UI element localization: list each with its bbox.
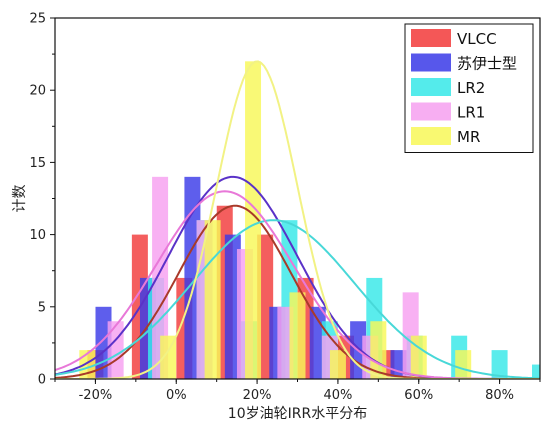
bar-3-1 [152,176,169,379]
x-axis-title: 10岁油轮IRR水平分布 [228,406,367,422]
fit-curve-4 [55,60,540,379]
legend: VLCC 苏伊士型 LR2 LR1 MR [404,23,534,153]
y-tick-label: 25 [29,12,46,27]
legend-swatch [411,102,451,121]
y-tick-label: 10 [29,228,46,243]
x-tick-label: 60% [404,388,433,403]
bar-4-5 [329,350,346,379]
y-tick-label: 20 [29,84,46,99]
bar-2-8 [491,350,508,379]
y-tick-label: 0 [38,373,46,388]
bar-0-4 [257,234,274,379]
bar-4-8 [455,350,472,379]
y-tick-label: 15 [29,156,46,171]
legend-label: VLCC [457,30,497,48]
bar-3-0 [107,321,124,379]
legend-label: MR [457,128,480,146]
legend-swatch [411,29,451,47]
legend-label: LR1 [457,104,485,122]
x-tick-label: 20% [243,388,272,403]
legend-swatch [411,53,451,72]
y-tick-label: 5 [38,300,46,315]
y-axis: 0 5 10 15 20 25 [29,12,55,388]
legend-label: LR2 [457,79,485,97]
y-axis-title: 计数 [12,185,28,213]
legend-label: 苏伊士型 [457,55,517,73]
legend-swatch [411,78,451,96]
bar-1-3 [224,234,241,379]
bar-1-0 [95,306,112,379]
fit-curve-2 [55,219,540,379]
x-tick-label: 0% [166,388,187,403]
bar-4-4 [289,292,306,379]
bar-2-9 [532,364,540,379]
bar-4-7 [410,335,427,379]
x-tick-label: -20% [79,388,113,403]
bar-3-4 [277,306,294,379]
bar-1-2 [184,176,201,379]
bar-4-3 [245,61,262,379]
x-tick-label: 80% [485,388,514,403]
x-axis: -20% 0% 20% 40% 60% 80% [54,379,541,403]
x-tick-label: 40% [323,388,352,403]
bar-4-1 [160,335,177,379]
legend-swatch [411,127,451,145]
bar-4-2 [204,220,221,379]
